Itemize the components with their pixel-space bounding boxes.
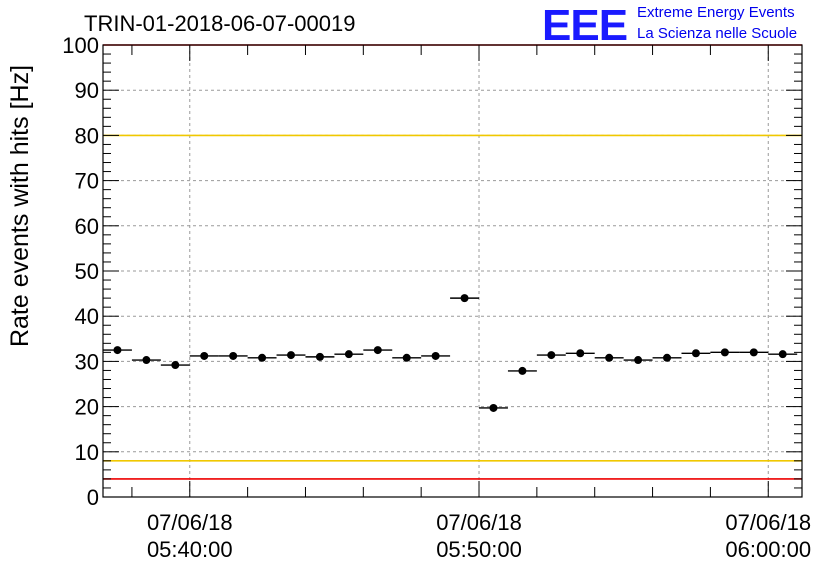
y-tick-label: 0 (87, 485, 99, 510)
data-point (113, 346, 122, 355)
y-tick-label: 40 (75, 304, 99, 329)
data-point (431, 351, 440, 360)
data-point (720, 348, 729, 357)
logo-line-2: La Scienza nelle Scuole (637, 25, 797, 42)
logo-line-1: Extreme Energy Events (637, 4, 795, 21)
data-point (200, 351, 209, 360)
y-tick-label: 10 (75, 440, 99, 465)
data-point (344, 350, 353, 359)
data-point (402, 353, 411, 362)
data-point (518, 366, 527, 375)
y-tick-label: 20 (75, 395, 99, 420)
data-point (258, 353, 267, 362)
data-point (778, 350, 787, 359)
x-tick-label-time: 05:50:00 (436, 537, 522, 562)
x-tick-label-time: 05:40:00 (147, 537, 233, 562)
data-point (315, 352, 324, 361)
data-point (373, 346, 382, 355)
chart-title: TRIN-01-2018-06-07-00019 (84, 11, 356, 36)
data-point (171, 361, 180, 370)
data-point (489, 403, 498, 412)
x-tick-label-time: 06:00:00 (725, 537, 811, 562)
y-tick-label: 80 (75, 123, 99, 148)
data-point (142, 356, 151, 365)
y-tick-label: 60 (75, 214, 99, 239)
data-point (634, 356, 643, 365)
x-tick-label-date: 07/06/18 (147, 510, 233, 535)
data-point (691, 349, 700, 358)
data-point (576, 349, 585, 358)
data-point (547, 351, 556, 360)
eee-logo: EEE Extreme Energy Events La Scienza nel… (542, 1, 797, 50)
x-tick-label-date: 07/06/18 (725, 510, 811, 535)
data-point (229, 351, 238, 360)
data-points (103, 294, 798, 412)
data-point (663, 353, 672, 362)
y-tick-label: 50 (75, 259, 99, 284)
data-point (749, 348, 758, 357)
data-point (460, 294, 469, 303)
logo-mark: EEE (542, 1, 627, 50)
y-tick-label: 90 (75, 78, 99, 103)
grid-layer (103, 45, 802, 497)
y-tick-label: 70 (75, 169, 99, 194)
x-tick-label-date: 07/06/18 (436, 510, 522, 535)
data-point (287, 351, 296, 360)
y-tick-label: 100 (62, 33, 99, 58)
data-point (605, 353, 614, 362)
plot-frame (102, 44, 803, 498)
reference-lines (103, 44, 802, 480)
axes: 010203040506070809010007/06/1805:40:0007… (62, 33, 811, 562)
y-axis-label: Rate events with hits [Hz] (6, 65, 34, 347)
y-tick-label: 30 (75, 349, 99, 374)
